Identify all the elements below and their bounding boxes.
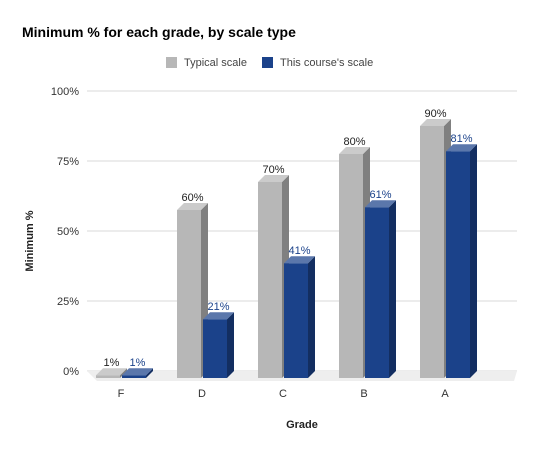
bar-top xyxy=(284,256,315,264)
y-tick-label: 100% xyxy=(51,86,79,98)
data-label: 60% xyxy=(181,192,203,204)
data-label: 1% xyxy=(104,357,120,369)
bar-front xyxy=(339,154,363,378)
bar-this-course-s-scale-B xyxy=(365,200,396,378)
bar-front xyxy=(284,263,308,378)
y-tick-label: 0% xyxy=(63,366,79,378)
legend: Typical scale This course's scale xyxy=(166,57,373,69)
data-label: 80% xyxy=(343,136,365,148)
legend-swatch-typical-scale xyxy=(166,57,177,68)
x-axis-title: Grade xyxy=(286,419,318,431)
x-tick-label: C xyxy=(279,388,287,400)
chart-title: Minimum % for each grade, by scale type xyxy=(22,24,296,40)
bar-typical-scale-F xyxy=(96,368,127,378)
y-tick-label: 25% xyxy=(57,296,79,308)
bar-top xyxy=(258,175,289,182)
x-tick-label: A xyxy=(441,388,449,400)
bar-this-course-s-scale-D xyxy=(203,312,234,378)
bars xyxy=(96,119,477,378)
data-label: 41% xyxy=(288,245,310,257)
bar-top xyxy=(446,144,477,152)
bar-front xyxy=(258,182,282,378)
bar-front xyxy=(446,151,470,378)
bar-typical-scale-C xyxy=(258,175,289,378)
data-label: 90% xyxy=(424,108,446,120)
bar-this-course-s-scale-A xyxy=(446,144,477,378)
bar-front xyxy=(122,375,146,378)
bar-top xyxy=(122,368,153,376)
data-label: 61% xyxy=(369,189,391,201)
bar-front xyxy=(203,319,227,378)
bar-top xyxy=(339,147,370,154)
bar-side xyxy=(389,200,396,378)
data-labels: 1% 1% 60% 21% 70% 41% 80% 61% 90% 81% xyxy=(104,108,473,369)
legend-label-this-course-scale: This course's scale xyxy=(280,57,373,69)
bar-front xyxy=(177,210,201,378)
bar-top xyxy=(177,203,208,210)
bar-this-course-s-scale-F xyxy=(122,368,153,378)
bar-front xyxy=(365,207,389,378)
x-tick-label: F xyxy=(118,388,125,400)
data-label: 70% xyxy=(262,164,284,176)
bar-top xyxy=(203,312,234,320)
bar-side xyxy=(308,256,315,378)
legend-label-typical-scale: Typical scale xyxy=(184,57,247,69)
data-label: 81% xyxy=(450,133,472,145)
data-label: 1% xyxy=(130,357,146,369)
bar-top xyxy=(96,368,127,376)
bar-side xyxy=(146,368,153,378)
legend-swatch-this-course-scale xyxy=(262,57,273,68)
bar-side xyxy=(120,368,127,378)
x-tick-label: B xyxy=(360,388,367,400)
x-tick-label: D xyxy=(198,388,206,400)
bar-this-course-s-scale-C xyxy=(284,256,315,378)
y-tick-label: 75% xyxy=(57,156,79,168)
bar-top xyxy=(365,200,396,208)
y-axis-title: Minimum % xyxy=(24,210,36,271)
bar-top xyxy=(420,119,451,126)
y-axis-ticks: 0% 25% 50% 75% 100% xyxy=(51,86,79,378)
y-tick-label: 50% xyxy=(57,226,79,238)
bar-front xyxy=(96,375,120,378)
bar-typical-scale-D xyxy=(177,203,208,378)
bar-side xyxy=(227,312,234,378)
data-label: 21% xyxy=(207,301,229,313)
bar-side xyxy=(470,144,477,378)
bar-front xyxy=(420,126,444,378)
